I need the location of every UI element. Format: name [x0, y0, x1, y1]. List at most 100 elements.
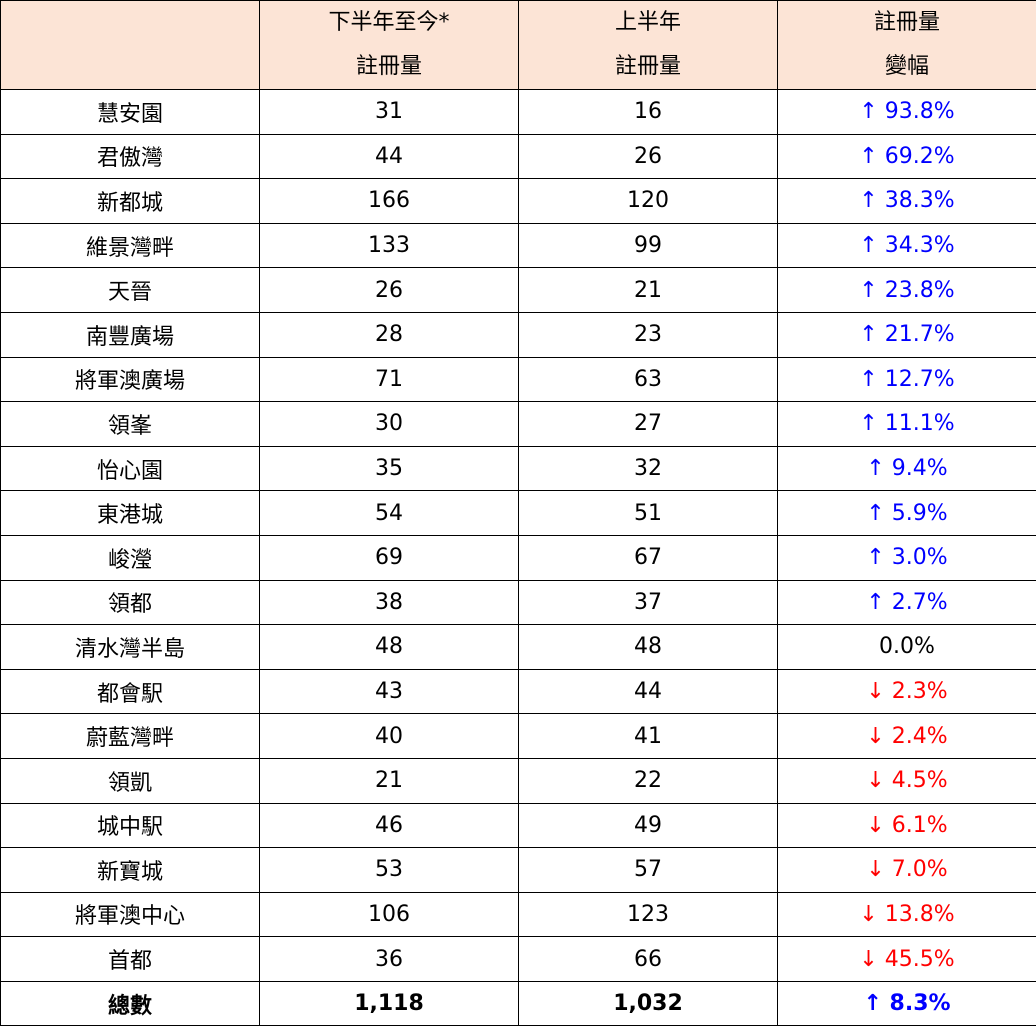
change-percent: ↑ 34.3%: [777, 222, 1036, 269]
second-half-count: 106: [259, 891, 519, 938]
header-row: 下半年至今* 註冊量 上半年 註冊量 註冊量 變幅: [0, 0, 1036, 90]
estate-name: 蔚藍灣畔: [0, 713, 260, 759]
change-percent: ↑ 9.4%: [777, 445, 1036, 492]
second-half-count: 40: [259, 713, 519, 759]
total-first-half: 1,032: [518, 980, 778, 1026]
change-percent: ↑ 11.1%: [777, 401, 1036, 447]
table-row: 將軍澳中心 106 123 ↓ 13.8%: [0, 891, 1036, 938]
table-row: 東港城 54 51 ↑ 5.9%: [0, 490, 1036, 536]
second-half-count: 44: [259, 133, 519, 180]
estate-name: 新寶城: [0, 847, 260, 893]
estate-name: 新都城: [0, 178, 260, 224]
total-row: 總數 1,118 1,032 ↑ 8.3%: [0, 980, 1036, 1026]
change-percent: ↑ 5.9%: [777, 490, 1036, 536]
estate-name: 維景灣畔: [0, 222, 260, 269]
header-change-line2: 變幅: [884, 54, 929, 79]
first-half-count: 66: [518, 936, 778, 982]
estate-name: 怡心園: [0, 445, 260, 492]
first-half-count: 21: [518, 267, 778, 313]
table-row: 首都 36 66 ↓ 45.5%: [0, 936, 1036, 982]
table-row: 君傲灣 44 26 ↑ 69.2%: [0, 133, 1036, 180]
table-row: 南豐廣場 28 23 ↑ 21.7%: [0, 311, 1036, 358]
change-percent: ↓ 2.3%: [777, 668, 1036, 715]
first-half-count: 123: [518, 891, 778, 938]
second-half-count: 43: [259, 668, 519, 715]
second-half-count: 48: [259, 624, 519, 670]
second-half-count: 71: [259, 356, 519, 403]
first-half-count: 23: [518, 311, 778, 358]
first-half-count: 120: [518, 178, 778, 224]
change-percent: 0.0%: [777, 624, 1036, 670]
first-half-count: 26: [518, 133, 778, 180]
change-percent: ↑ 69.2%: [777, 133, 1036, 180]
second-half-count: 31: [259, 89, 519, 135]
header-change-line1: 註冊量: [873, 10, 940, 35]
estate-name: 天晉: [0, 267, 260, 313]
header-second-half-line2: 註冊量: [355, 54, 422, 79]
header-change: 註冊量 變幅: [777, 0, 1036, 90]
table-body: 慧安園 31 16 ↑ 93.8% 君傲灣 44 26 ↑ 69.2% 新都城 166 120 ↑…: [0, 89, 1036, 1026]
first-half-count: 32: [518, 445, 778, 492]
first-half-count: 16: [518, 89, 778, 135]
second-half-count: 28: [259, 311, 519, 358]
header-name-cell: [0, 0, 260, 90]
header-second-half: 下半年至今* 註冊量: [259, 0, 519, 90]
change-percent: ↓ 45.5%: [777, 936, 1036, 982]
change-percent: ↑ 2.7%: [777, 579, 1036, 626]
table-row: 天晉 26 21 ↑ 23.8%: [0, 267, 1036, 313]
estate-name: 領峯: [0, 401, 260, 447]
header-first-half-line1: 上半年: [614, 10, 681, 35]
table-row: 城中駅 46 49 ↓ 6.1%: [0, 802, 1036, 849]
header-first-half: 上半年 註冊量: [518, 0, 778, 90]
total-change: ↑ 8.3%: [777, 980, 1036, 1026]
second-half-count: 36: [259, 936, 519, 982]
second-half-count: 26: [259, 267, 519, 313]
estate-name: 清水灣半島: [0, 624, 260, 670]
first-half-count: 41: [518, 713, 778, 759]
header-second-half-line1: 下半年至今*: [328, 10, 450, 35]
change-percent: ↑ 93.8%: [777, 89, 1036, 135]
table-row: 慧安園 31 16 ↑ 93.8%: [0, 89, 1036, 135]
table-row: 維景灣畔 133 99 ↑ 34.3%: [0, 222, 1036, 269]
table-row: 領峯 30 27 ↑ 11.1%: [0, 401, 1036, 447]
first-half-count: 67: [518, 534, 778, 581]
table-row: 將軍澳廣場 71 63 ↑ 12.7%: [0, 356, 1036, 403]
header-first-half-line2: 註冊量: [614, 54, 681, 79]
estate-name: 領凱: [0, 757, 260, 804]
first-half-count: 48: [518, 624, 778, 670]
second-half-count: 46: [259, 802, 519, 849]
second-half-count: 30: [259, 401, 519, 447]
table-row: 領都 38 37 ↑ 2.7%: [0, 579, 1036, 626]
first-half-count: 37: [518, 579, 778, 626]
first-half-count: 63: [518, 356, 778, 403]
second-half-count: 166: [259, 178, 519, 224]
second-half-count: 133: [259, 222, 519, 269]
change-percent: ↑ 23.8%: [777, 267, 1036, 313]
estate-name: 慧安園: [0, 89, 260, 135]
first-half-count: 44: [518, 668, 778, 715]
estate-name: 峻瀅: [0, 534, 260, 581]
change-percent: ↑ 38.3%: [777, 178, 1036, 224]
total-label: 總數: [0, 980, 260, 1026]
estate-name: 城中駅: [0, 802, 260, 849]
estate-name: 君傲灣: [0, 133, 260, 180]
table-row: 峻瀅 69 67 ↑ 3.0%: [0, 534, 1036, 581]
second-half-count: 38: [259, 579, 519, 626]
total-second-half: 1,118: [259, 980, 519, 1026]
first-half-count: 27: [518, 401, 778, 447]
table-row: 怡心園 35 32 ↑ 9.4%: [0, 445, 1036, 492]
first-half-count: 51: [518, 490, 778, 536]
estate-name: 將軍澳廣場: [0, 356, 260, 403]
table-row: 新都城 166 120 ↑ 38.3%: [0, 178, 1036, 224]
change-percent: ↓ 7.0%: [777, 847, 1036, 893]
estate-name: 東港城: [0, 490, 260, 536]
table-row: 都會駅 43 44 ↓ 2.3%: [0, 668, 1036, 715]
first-half-count: 99: [518, 222, 778, 269]
estate-name: 都會駅: [0, 668, 260, 715]
change-percent: ↓ 2.4%: [777, 713, 1036, 759]
table-row: 新寶城 53 57 ↓ 7.0%: [0, 847, 1036, 893]
first-half-count: 22: [518, 757, 778, 804]
second-half-count: 54: [259, 490, 519, 536]
change-percent: ↑ 3.0%: [777, 534, 1036, 581]
